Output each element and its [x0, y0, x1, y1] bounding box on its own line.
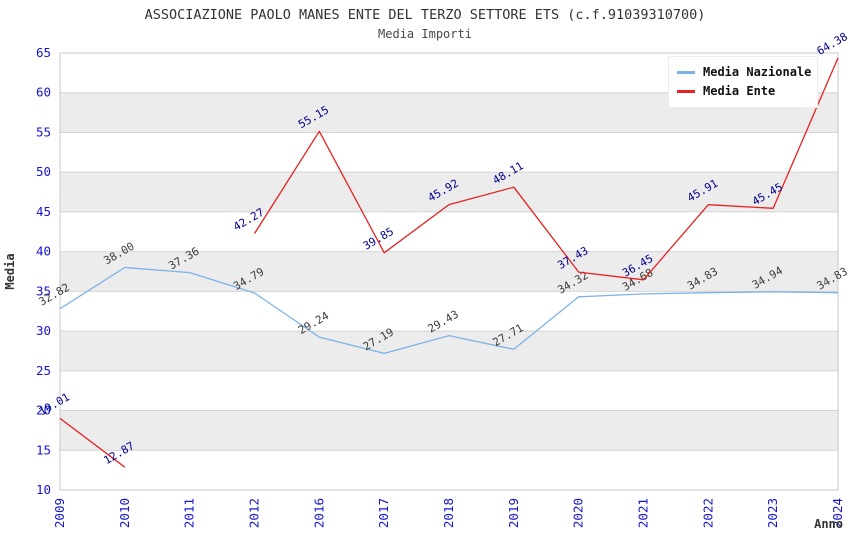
plot-band	[60, 251, 838, 292]
legend-swatch-media-nazionale	[677, 71, 695, 74]
series-line-media-nazionale	[59, 266, 839, 355]
plot-border	[59, 52, 839, 491]
x-tick-label: 2009	[52, 498, 67, 528]
x-tick-label: 2010	[117, 498, 132, 528]
y-tick-label: 45	[36, 204, 51, 219]
x-tick-label: 2011	[182, 498, 197, 528]
y-tick-label: 40	[36, 244, 51, 259]
x-tick-label: 2012	[247, 498, 262, 528]
legend-label-media-ente: Media Ente	[703, 84, 776, 98]
y-axis-title: Media	[3, 253, 17, 289]
plot-band	[60, 211, 838, 252]
plot-band	[60, 331, 838, 371]
x-tick-label: 2019	[506, 498, 521, 528]
legend: Media Nazionale Media Ente	[668, 56, 818, 108]
x-tick-label: 2021	[636, 498, 651, 528]
y-tick-label: 30	[36, 323, 51, 338]
x-axis-title: Anno	[814, 517, 843, 531]
y-tick-label: 50	[36, 164, 51, 179]
plot-band	[60, 370, 838, 411]
plot-band	[60, 450, 838, 490]
y-tick-label: 20	[36, 403, 51, 418]
legend-label-media-nazionale: Media Nazionale	[703, 65, 812, 79]
legend-swatch-media-ente	[677, 90, 695, 93]
y-tick-label: 65	[36, 45, 51, 60]
legend-item-media-ente: Media Ente	[677, 82, 809, 101]
y-tick-label: 60	[36, 85, 51, 100]
x-tick-label: 2018	[441, 498, 456, 528]
chart-subtitle: Media Importi	[378, 27, 472, 41]
legend-item-media-nazionale: Media Nazionale	[677, 63, 812, 82]
chart-title: ASSOCIAZIONE PAOLO MANES ENTE DEL TERZO …	[144, 7, 706, 23]
plot-band	[60, 410, 838, 451]
y-tick-label: 55	[36, 124, 51, 139]
x-tick-label: 2022	[700, 498, 715, 528]
x-tick-label: 2024	[830, 498, 845, 528]
x-tick-label: 2017	[376, 498, 391, 528]
plot-band	[60, 291, 838, 332]
x-tick-label: 2016	[311, 498, 326, 528]
y-tick-label: 35	[36, 283, 51, 298]
y-tick-label: 25	[36, 363, 51, 378]
y-tick-label: 15	[36, 442, 51, 457]
x-tick-label: 2023	[765, 498, 780, 528]
plot-band	[60, 132, 838, 173]
y-tick-label: 10	[36, 482, 51, 497]
x-tick-label: 2020	[571, 498, 586, 528]
series-line-media-ente	[59, 57, 839, 468]
